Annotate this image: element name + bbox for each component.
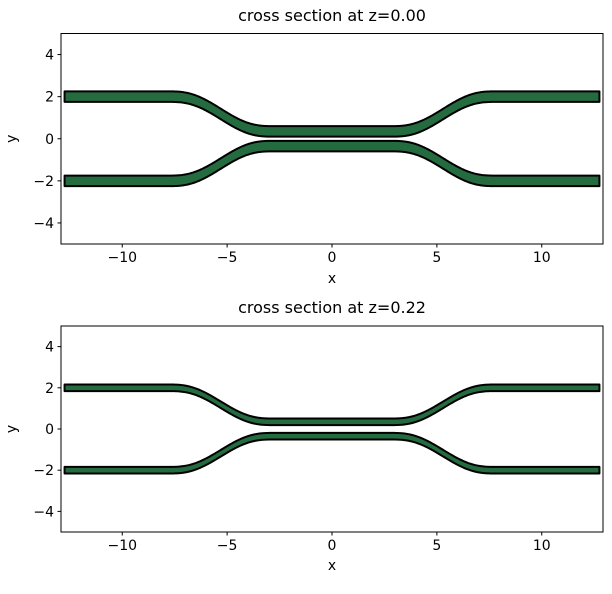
y-tick-label: 0	[45, 132, 54, 148]
x-tick-label: 5	[432, 538, 441, 554]
axes-box	[60, 33, 604, 245]
axes-box	[60, 325, 604, 533]
y-tick-label: −2	[33, 463, 54, 479]
y-tick-label: −4	[33, 504, 54, 520]
axis-ticks: −10 −5 0 5 10 4 2 0 −2 −4	[33, 48, 550, 266]
x-tick-label: −10	[107, 538, 137, 554]
subplot-bottom: −10 −5 0 5 10 4 2 0 −2 −4 cross section at z=0.22…	[4, 298, 604, 574]
x-tick-label: 0	[328, 538, 337, 554]
upper-waveguide-band	[63, 90, 601, 138]
plot-title: cross section at z=0.22	[238, 298, 426, 317]
plot-title: cross section at z=0.00	[238, 6, 426, 25]
y-tick-label: 2	[45, 381, 54, 397]
waveguide-bands	[63, 383, 601, 475]
x-tick-label: 5	[432, 250, 441, 266]
x-axis-label: x	[328, 558, 336, 574]
y-tick-label: −2	[33, 174, 54, 190]
x-tick-label: −5	[217, 538, 238, 554]
x-tick-label: −10	[107, 250, 137, 266]
y-tick-label: 0	[45, 422, 54, 438]
y-tick-label: 2	[45, 90, 54, 106]
lower-waveguide-band	[63, 431, 601, 475]
y-tick-label: 4	[45, 48, 54, 64]
x-tick-label: 10	[533, 538, 551, 554]
lower-waveguide-band	[63, 139, 601, 188]
axis-ticks: −10 −5 0 5 10 4 2 0 −2 −4	[33, 340, 550, 554]
x-axis-label: x	[328, 271, 336, 287]
y-tick-label: −4	[33, 216, 54, 232]
x-tick-label: −5	[217, 250, 238, 266]
x-tick-label: 10	[533, 250, 551, 266]
y-axis-label: y	[4, 135, 20, 143]
waveguide-bands	[63, 90, 601, 188]
upper-waveguide-band	[63, 383, 601, 427]
subplot-top: −10 −5 0 5 10 4 2 0 −2 −4 cross section at z=0.00…	[4, 6, 604, 287]
x-tick-label: 0	[328, 250, 337, 266]
y-axis-label: y	[4, 425, 20, 433]
y-tick-label: 4	[45, 340, 54, 356]
